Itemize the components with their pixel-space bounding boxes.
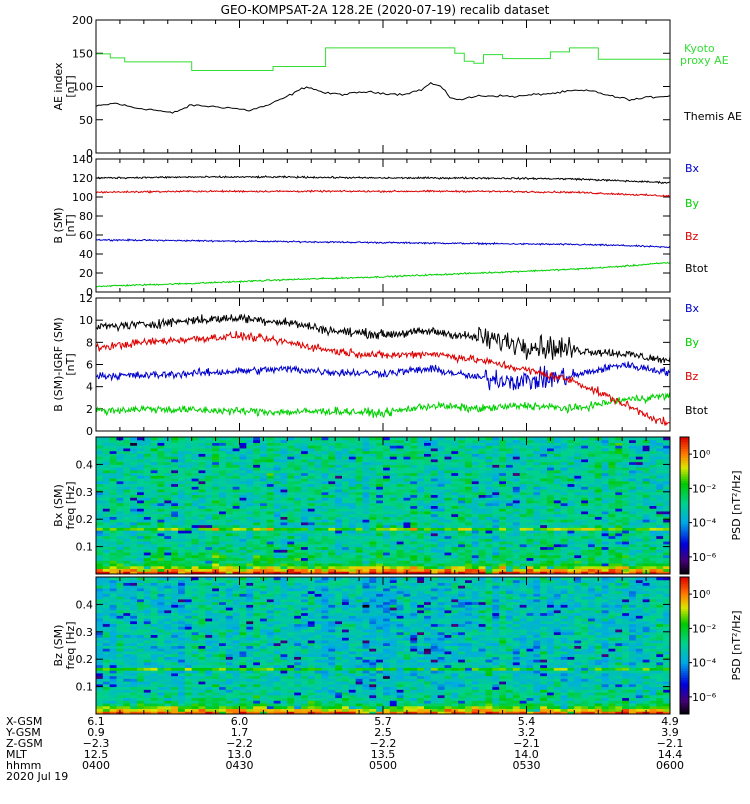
y-tick-label: 0: [86, 425, 93, 438]
figure-title: GEO-KOMPSAT-2A 128.2E (2020-07-19) recal…: [221, 3, 550, 17]
y-axis-unit: [nT]: [64, 214, 77, 236]
y-tick-label: 200: [72, 14, 93, 27]
colorbar-tick-label: 10⁻²: [692, 482, 716, 495]
colorbar-tick-label: 10⁻⁴: [692, 517, 717, 530]
panel-frame: [96, 20, 670, 153]
y-tick-label: 60: [79, 229, 93, 242]
panel-bx-spectrogram: 0.10.20.30.4Bx (SM)freq [Hz]10⁰10⁻²10⁻⁴1…: [52, 437, 743, 575]
colorbar-label: PSD [nT²/Hz]: [730, 470, 743, 540]
y-tick-label: 2: [86, 403, 93, 416]
y-axis-unit: freq [Hz]: [64, 481, 77, 529]
legend-btot: Btot: [685, 262, 709, 275]
series-line-bx: [96, 361, 670, 390]
y-axis-unit: [nT]: [64, 353, 77, 375]
series-line-bx: [96, 239, 670, 248]
series-line-by: [96, 262, 670, 287]
y-axis-unit: [nT]: [64, 75, 77, 97]
y-tick-label: 150: [72, 47, 93, 60]
colorbar-tick-label: 10⁰: [692, 448, 711, 461]
y-tick-label: 0.2: [76, 513, 94, 526]
series-line-themis-ae: [96, 83, 670, 114]
y-tick-label: 10: [79, 314, 93, 327]
legend-bz: Bz: [685, 370, 699, 383]
series-line-btot: [96, 176, 670, 184]
series-line-by: [96, 392, 670, 418]
y-tick-label: 100: [72, 191, 93, 204]
spectrogram-image: [96, 437, 671, 575]
y-tick-label: 0.3: [76, 486, 94, 499]
y-tick-label: 4: [86, 381, 93, 394]
y-tick-label: 140: [72, 153, 93, 166]
y-tick-label: 6: [86, 359, 93, 372]
colorbar-tick-label: 10⁻⁶: [692, 551, 717, 564]
y-tick-label: 50: [79, 114, 93, 127]
legend-kyoto-line2: proxy AE: [680, 54, 729, 67]
panel-frame: [96, 298, 670, 431]
y-tick-label: 40: [79, 248, 93, 261]
colorbar: 10⁰ 10⁻² 10⁻⁴ 10⁻⁶ PSD [nT²/Hz]: [680, 437, 743, 575]
legend-bz: Bz: [685, 230, 699, 243]
legend-themis: Themis AE: [683, 110, 742, 123]
legend-by: By: [685, 336, 700, 349]
panel-bz-spectrogram: 0.10.20.30.4Bz (SM)freq [Hz]10⁰10⁻²10⁻⁴1…: [52, 577, 743, 715]
spectrogram-image: [96, 577, 671, 715]
y-tick-label: 0.4: [76, 458, 94, 471]
y-tick-label: 12: [79, 292, 93, 305]
legend-bx: Bx: [685, 162, 700, 175]
legend-by: By: [685, 197, 700, 210]
y-tick-label: 80: [79, 210, 93, 223]
y-tick-label: 8: [86, 336, 93, 349]
legend-bx: Bx: [685, 302, 700, 315]
y-tick-label: 0.1: [76, 541, 94, 554]
y-tick-label: 20: [79, 267, 93, 280]
series-line-bz: [96, 190, 670, 196]
legend-btot: Btot: [685, 404, 709, 417]
y-tick-label: 120: [72, 172, 93, 185]
series-line-bz: [96, 331, 670, 426]
series-line-kyoto-proxy-ae: [96, 48, 670, 71]
